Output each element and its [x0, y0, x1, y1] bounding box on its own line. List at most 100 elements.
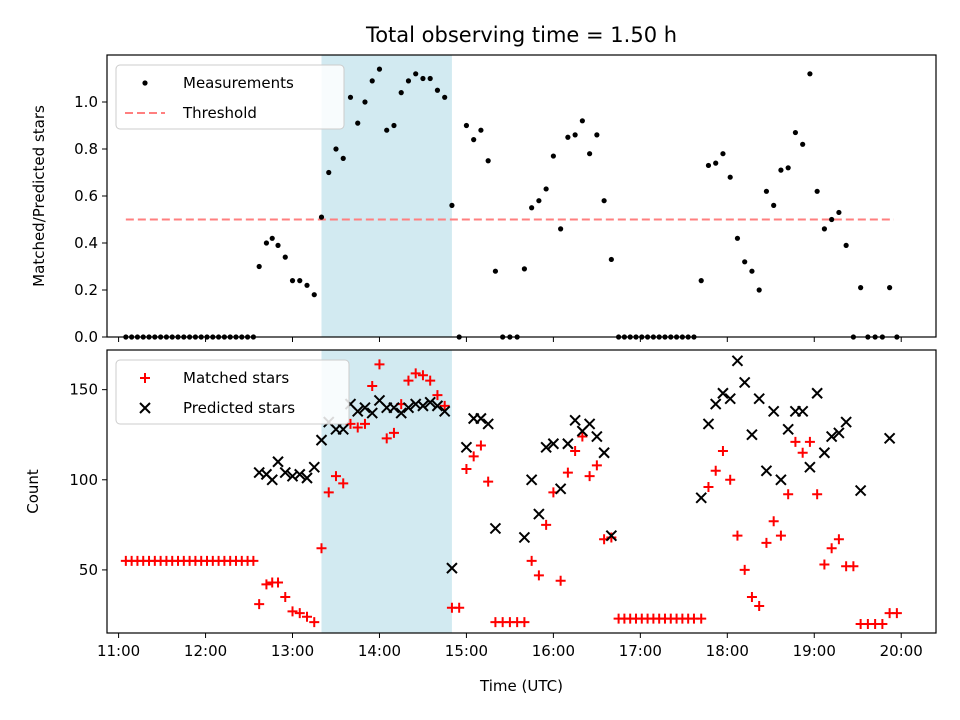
matched-point — [410, 368, 421, 379]
measurement-point — [807, 71, 813, 77]
measurement-point — [713, 160, 719, 166]
measurement-point — [478, 127, 484, 133]
legend-label: Matched stars — [183, 369, 289, 387]
measurement-point — [485, 158, 491, 164]
predicted-point — [266, 474, 278, 486]
predicted-point — [388, 401, 400, 414]
measurement-point — [536, 198, 542, 204]
matched-point — [475, 440, 486, 451]
x-tick-label: 12:00 — [184, 642, 227, 660]
matched-point — [768, 516, 779, 527]
predicted-point — [598, 447, 610, 459]
measurement-point — [384, 127, 390, 133]
measurement-point — [594, 132, 600, 138]
y-tick-label: 0.2 — [74, 281, 98, 299]
measurement-point — [543, 186, 549, 192]
x-tick-label: 15:00 — [445, 642, 488, 660]
y-axis-label: Count — [24, 469, 42, 514]
predicted-point — [431, 400, 444, 412]
measurement-point — [333, 146, 339, 152]
measurement-point — [742, 259, 748, 265]
matched-point — [739, 564, 750, 575]
predicted-point — [402, 401, 415, 414]
measurement-point — [792, 129, 799, 136]
predicted-point — [352, 405, 364, 417]
predicted-point — [562, 438, 574, 450]
measurement-point — [405, 78, 412, 84]
matched-point — [533, 570, 544, 581]
predicted-point — [883, 432, 896, 445]
matched-point — [526, 555, 537, 566]
matched-point — [432, 390, 443, 401]
matched-point — [570, 445, 581, 456]
matched-point — [584, 471, 595, 482]
matched-point — [591, 460, 602, 471]
measurement-point — [558, 226, 564, 232]
predicted-point — [775, 474, 787, 486]
predicted-point — [301, 472, 313, 484]
x-tick-label: 16:00 — [532, 642, 575, 660]
legend-box — [115, 359, 350, 425]
measurement-point — [778, 167, 784, 173]
measurement-point — [550, 153, 556, 159]
matched-point — [826, 543, 837, 554]
predicted-point — [753, 392, 765, 405]
measurement-point — [749, 268, 755, 274]
predicted-point — [554, 483, 567, 495]
matched-point — [725, 474, 736, 485]
matched-point — [454, 602, 465, 613]
measurement-point — [398, 90, 404, 96]
measurement-point — [427, 75, 433, 82]
predicted-point — [782, 423, 794, 436]
matched-point — [302, 611, 313, 622]
x-tick-label: 13:00 — [271, 642, 314, 660]
y-tick-label: 0.6 — [74, 187, 98, 205]
measurement-point — [720, 151, 726, 157]
matched-point — [833, 534, 844, 545]
matched-point — [775, 530, 786, 541]
measurement-point — [763, 188, 770, 194]
predicted-point — [294, 468, 306, 481]
measurement-point — [727, 174, 733, 180]
matched-point — [703, 481, 714, 492]
predicted-point — [482, 418, 494, 430]
measurement-point — [304, 282, 310, 288]
matched-point — [819, 559, 830, 570]
matched-point — [797, 447, 808, 458]
matched-point — [417, 370, 428, 381]
measurement-point — [471, 137, 477, 143]
predicted-point — [738, 376, 751, 389]
legend-marker-matched — [140, 373, 150, 383]
predicted-point — [724, 392, 736, 405]
x-tick-label: 20:00 — [880, 642, 923, 660]
matched-point — [696, 613, 707, 624]
predicted-point — [854, 484, 867, 497]
matched-point — [732, 530, 743, 541]
matched-point — [294, 608, 305, 619]
predicted-point — [825, 430, 838, 443]
measurement-point — [391, 122, 397, 129]
predicted-point — [833, 427, 845, 439]
predicted-point — [366, 407, 378, 419]
matched-point — [461, 463, 472, 474]
measurement-point — [785, 165, 791, 171]
predicted-point — [818, 447, 831, 459]
matched-point — [287, 606, 298, 617]
matched-point — [877, 618, 888, 629]
predicted-point — [518, 531, 531, 544]
matched-point — [352, 422, 363, 433]
predicted-point — [460, 441, 473, 454]
panel-counts: 11:00 12:00 13:00 14:00 15:00 16:00 17:00 18:00… — [24, 349, 937, 695]
matched-point — [403, 375, 414, 386]
data-points — [120, 355, 902, 629]
measurement-point — [843, 242, 849, 248]
matched-point — [790, 436, 801, 447]
measurement-point — [492, 268, 499, 274]
predicted-point — [760, 465, 773, 477]
predicted-point — [533, 508, 545, 520]
legend-label: Threshold — [182, 104, 257, 122]
measurement-point — [326, 169, 332, 176]
measurement-point — [340, 155, 346, 161]
legend-marker-predicted — [139, 402, 151, 414]
